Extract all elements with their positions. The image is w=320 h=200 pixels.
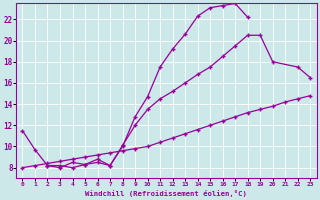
X-axis label: Windchill (Refroidissement éolien,°C): Windchill (Refroidissement éolien,°C)	[85, 190, 247, 197]
